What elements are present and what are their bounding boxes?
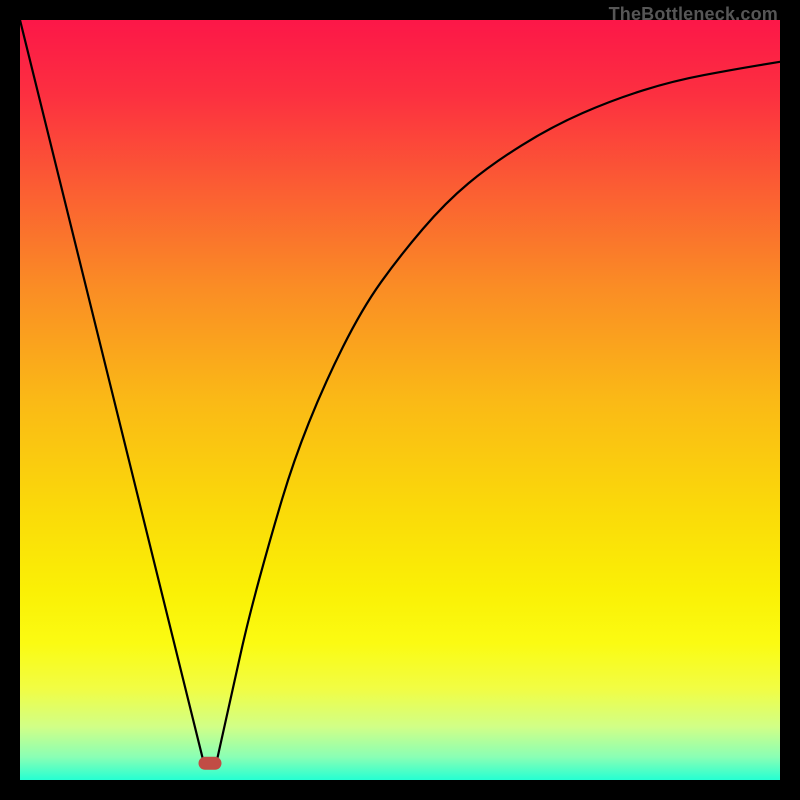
right-curve xyxy=(218,62,780,757)
min-marker xyxy=(199,757,221,769)
chart-overlay xyxy=(20,20,780,780)
figure-container: TheBottleneck.com xyxy=(0,0,800,800)
left-line xyxy=(20,20,202,757)
plot-area xyxy=(20,20,780,780)
watermark-label: TheBottleneck.com xyxy=(609,4,778,25)
